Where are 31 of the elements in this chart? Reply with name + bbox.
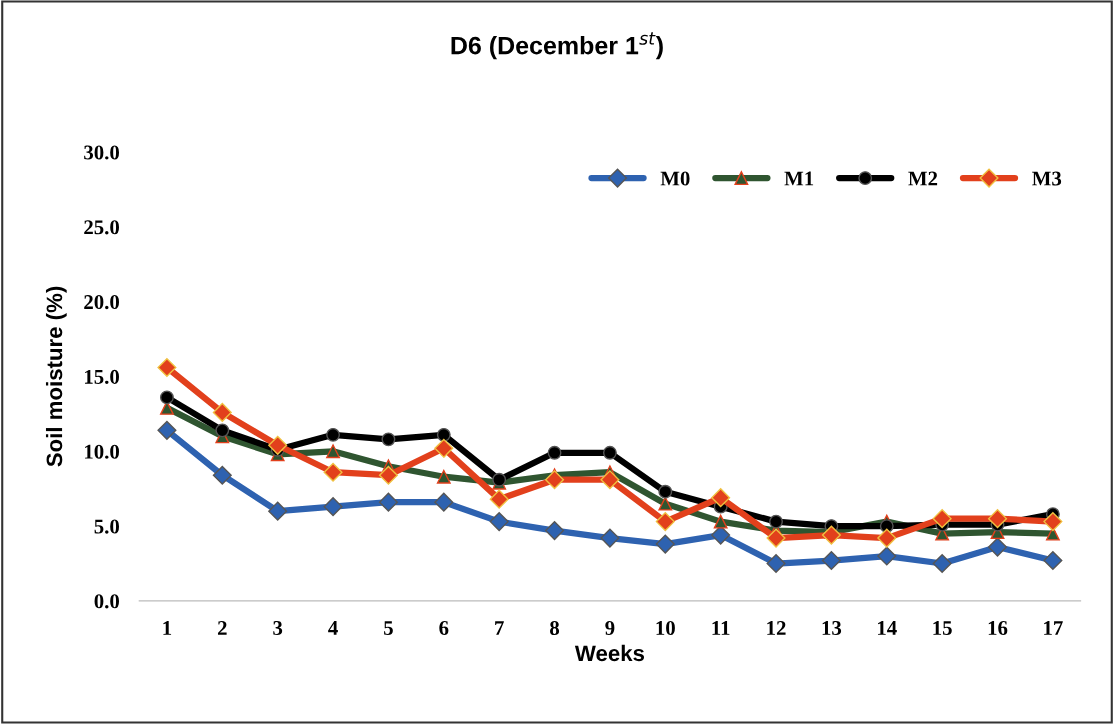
x-axis-title: Weeks — [574, 644, 645, 662]
y-tick-label: 25.0 — [84, 220, 120, 235]
y-tick-label: 10.0 — [85, 444, 120, 459]
x-tick-label: 4 — [328, 621, 338, 635]
legend-label: M1 — [784, 171, 814, 186]
x-tick-label: 17 — [1044, 621, 1063, 635]
x-tick-label: 15 — [933, 621, 952, 636]
chart-title: D6 (December 1$^{st}$) — [451, 32, 663, 60]
x-tick-label: 8 — [550, 620, 560, 636]
y-tick-label: 30.0 — [84, 145, 120, 160]
x-tick-label: 13 — [822, 621, 842, 636]
x-tick-label: 7 — [495, 621, 504, 635]
legend-label: M0 — [660, 171, 690, 186]
x-tick-label: 16 — [988, 621, 1008, 636]
x-tick-label: 6 — [439, 621, 449, 636]
y-tick-label: 0.0 — [94, 594, 120, 609]
y-tick-label: 15.0 — [85, 369, 120, 384]
x-tick-label: 1 — [163, 621, 172, 635]
x-tick-label: 5 — [384, 621, 393, 636]
y-tick-label: 20.0 — [84, 295, 120, 310]
x-tick-label: 12 — [767, 621, 786, 635]
x-tick-label: 10 — [656, 620, 675, 636]
y-tick-label: 5.0 — [94, 519, 120, 534]
x-tick-label: 14 — [878, 621, 897, 635]
legend-label: M3 — [1032, 171, 1062, 186]
x-tick-label: 3 — [273, 621, 283, 636]
x-tick-label: 2 — [217, 621, 227, 635]
legend-label: M2 — [908, 171, 938, 186]
y-axis-title: Soil moisture (%) — [45, 286, 67, 467]
x-tick-label: 9 — [605, 621, 615, 636]
x-tick-label: 11 — [712, 621, 730, 635]
